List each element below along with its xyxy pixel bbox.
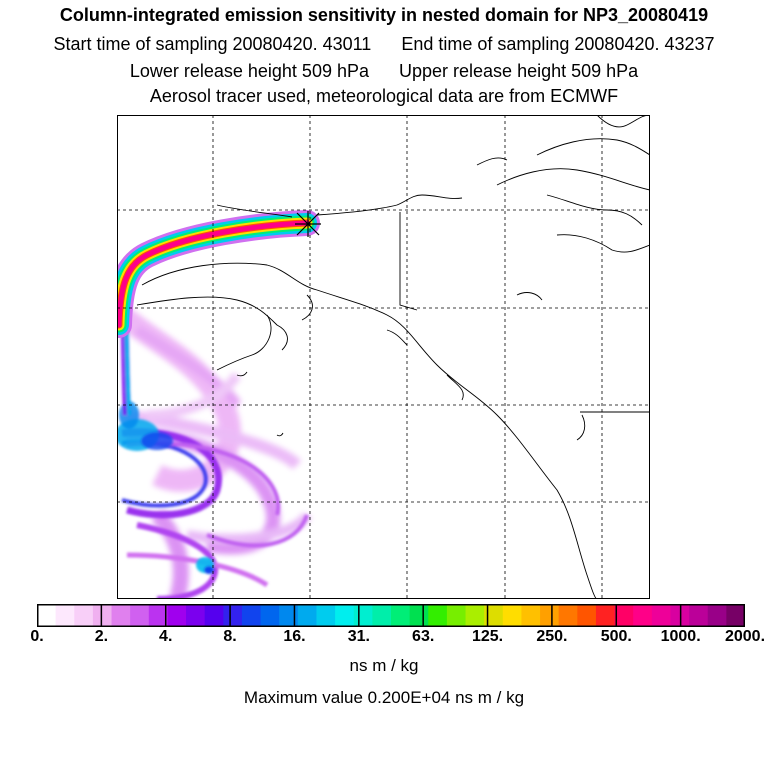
legend-swatch <box>130 604 150 627</box>
max-value-label: Maximum value 0.200E+04 ns m / kg <box>243 688 525 707</box>
legend-swatch <box>391 604 411 627</box>
legend-tick-label: 63. <box>412 628 435 645</box>
legend-tick-label: 31. <box>347 628 370 645</box>
legend-swatch <box>55 604 75 627</box>
release-heights: Lower release height 509 hPa Upper releas… <box>0 61 768 81</box>
legend-tick-label: 2. <box>94 628 109 645</box>
tracer-label: Aerosol tracer used, meteorological data… <box>149 86 619 106</box>
plume-loops <box>121 428 309 599</box>
map-frame <box>117 115 650 599</box>
legend-tick-label: 4. <box>159 628 173 645</box>
legend-swatch <box>37 604 57 627</box>
legend-swatch <box>241 604 262 627</box>
legend-swatch <box>372 604 392 627</box>
legend-tick-label: 0. <box>30 628 44 645</box>
legend-tick-label: 8. <box>223 628 237 645</box>
legend-swatch <box>409 604 429 627</box>
coastlines <box>136 115 650 599</box>
legend-swatch <box>521 604 541 627</box>
legend-swatch <box>74 604 94 627</box>
legend-tick-label: 500. <box>600 628 632 645</box>
legend-swatch <box>595 604 616 627</box>
legend-swatch <box>92 604 113 627</box>
legend-swatch <box>465 604 485 627</box>
legend-swatch <box>335 604 355 627</box>
legend-swatch <box>726 604 745 627</box>
legend-swatch <box>297 604 317 627</box>
legend-swatch <box>316 604 336 627</box>
upper-release-label: Upper release height 509 hPa <box>399 61 639 81</box>
lat-lon-grid <box>117 115 650 599</box>
sampling-times: Start time of sampling 20080420. 43011 En… <box>0 34 768 54</box>
legend-swatch <box>689 604 709 627</box>
lower-release-label: Lower release height 509 hPa <box>129 61 369 81</box>
legend-tick-label: 2000. <box>724 628 766 645</box>
legend-swatch <box>204 604 224 627</box>
legend-swatch <box>502 604 522 627</box>
map-panel <box>117 115 650 599</box>
legend-swatch <box>614 604 634 627</box>
legend-swatch <box>707 604 727 627</box>
legend-swatch <box>651 604 671 627</box>
legend-swatch <box>633 604 653 627</box>
map-background <box>117 115 650 599</box>
legend-swatch <box>428 604 448 627</box>
legend-swatch <box>558 604 578 627</box>
legend-frame <box>37 604 745 627</box>
legend-tick-label: 1000. <box>660 628 701 645</box>
legend-tick-label: 250. <box>536 628 568 645</box>
legend-tick-label: 125. <box>471 628 504 645</box>
color-legend-bar <box>37 604 745 627</box>
legend-swatch <box>260 604 280 627</box>
legend-swatch <box>148 604 168 627</box>
plume-band <box>117 210 320 338</box>
plot-title: Column-integrated emission sensitivity i… <box>59 5 709 25</box>
legend-tick-label: 16. <box>283 628 306 645</box>
x-marker-icon <box>295 211 321 237</box>
end-time-label: End time of sampling 20080420. 43237 <box>401 34 715 54</box>
legend-units: ns m / kg <box>349 656 419 675</box>
legend-swatch <box>446 604 467 627</box>
legend-swatch <box>577 604 597 627</box>
legend-swatch <box>223 604 243 627</box>
legend-swatch <box>186 604 206 627</box>
legend-swatch <box>353 604 373 627</box>
legend-swatch <box>167 604 187 627</box>
legend-swatch <box>540 604 560 627</box>
legend-swatch <box>279 604 299 627</box>
legend-swatch <box>111 604 131 627</box>
legend-swatch <box>484 604 504 627</box>
start-time-label: Start time of sampling 20080420. 43011 <box>53 34 372 54</box>
